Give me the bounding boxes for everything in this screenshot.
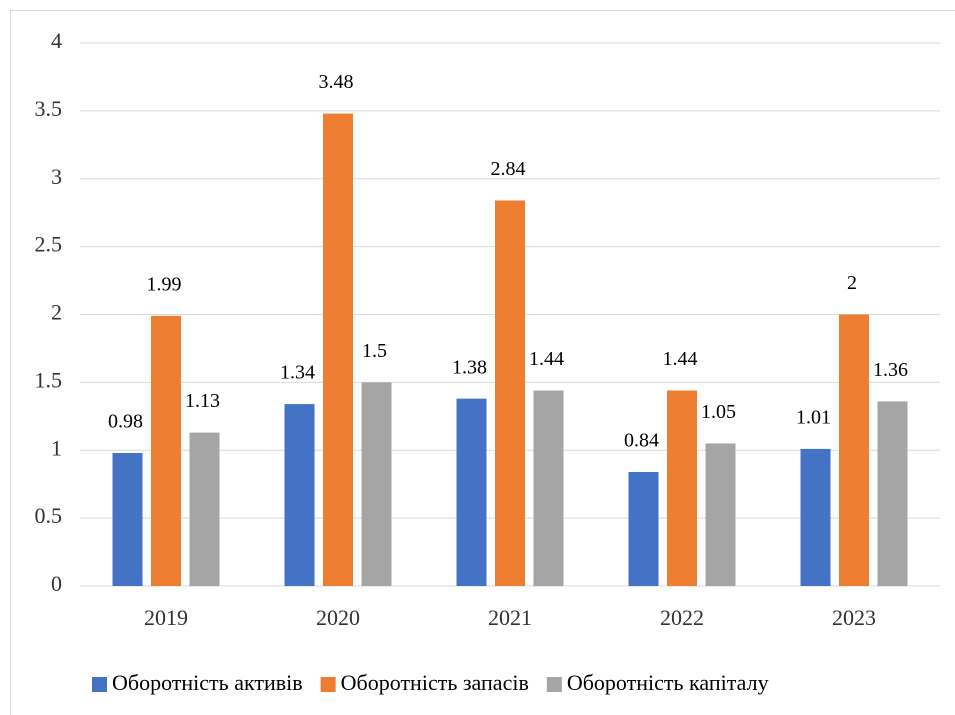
x-tick-label: 2022 bbox=[660, 605, 704, 630]
bar bbox=[628, 471, 659, 586]
y-tick-label: 1.5 bbox=[35, 367, 63, 392]
bar bbox=[705, 443, 736, 586]
x-tick-label: 2021 bbox=[488, 605, 532, 630]
y-tick-label: 0.5 bbox=[35, 503, 63, 528]
legend-label: Оборотність капіталу bbox=[567, 670, 769, 695]
bar bbox=[667, 390, 697, 586]
bar bbox=[361, 382, 392, 586]
data-label: 0.84 bbox=[624, 430, 659, 452]
bar bbox=[189, 432, 220, 586]
legend-swatch bbox=[320, 677, 336, 692]
y-tick-label: 4 bbox=[51, 28, 62, 53]
x-tick-label: 2019 bbox=[144, 605, 188, 630]
x-tick-label: 2023 bbox=[832, 605, 876, 630]
data-label: 1.05 bbox=[701, 401, 736, 423]
legend-swatch bbox=[546, 677, 562, 692]
data-label: 1.13 bbox=[185, 390, 220, 412]
data-label: 0.98 bbox=[108, 411, 143, 433]
x-tick-label: 2020 bbox=[316, 605, 360, 630]
legend-label: Оборотність запасів bbox=[341, 670, 529, 695]
data-label: 1.34 bbox=[280, 362, 315, 384]
legend-swatch bbox=[92, 677, 107, 692]
bar bbox=[877, 401, 908, 586]
bar bbox=[839, 314, 869, 586]
data-label: 1.36 bbox=[873, 359, 908, 381]
legend-label: Оборотність активів bbox=[112, 670, 303, 695]
y-tick-label: 3.5 bbox=[35, 96, 63, 121]
data-label: 1.44 bbox=[663, 348, 698, 370]
bar bbox=[112, 452, 143, 586]
bar bbox=[800, 448, 831, 586]
bar bbox=[533, 390, 564, 586]
chart-border bbox=[10, 10, 955, 715]
data-label: 1.01 bbox=[796, 406, 831, 428]
data-label: 1.99 bbox=[147, 273, 182, 295]
y-tick-label: 3 bbox=[51, 164, 62, 189]
bar bbox=[151, 315, 181, 586]
bar bbox=[456, 398, 487, 586]
data-label: 1.5 bbox=[362, 340, 387, 362]
y-tick-label: 2 bbox=[51, 300, 62, 325]
data-label: 2.84 bbox=[491, 158, 526, 180]
bar bbox=[284, 404, 315, 586]
y-tick-label: 2.5 bbox=[35, 232, 63, 257]
bar bbox=[495, 200, 525, 586]
y-tick-label: 0 bbox=[51, 571, 62, 596]
y-tick-label: 1 bbox=[51, 435, 62, 460]
data-label: 1.38 bbox=[452, 356, 487, 378]
data-label: 2 bbox=[847, 272, 857, 294]
data-label: 1.44 bbox=[529, 348, 564, 370]
data-label: 3.48 bbox=[319, 71, 354, 93]
bar bbox=[323, 113, 353, 586]
